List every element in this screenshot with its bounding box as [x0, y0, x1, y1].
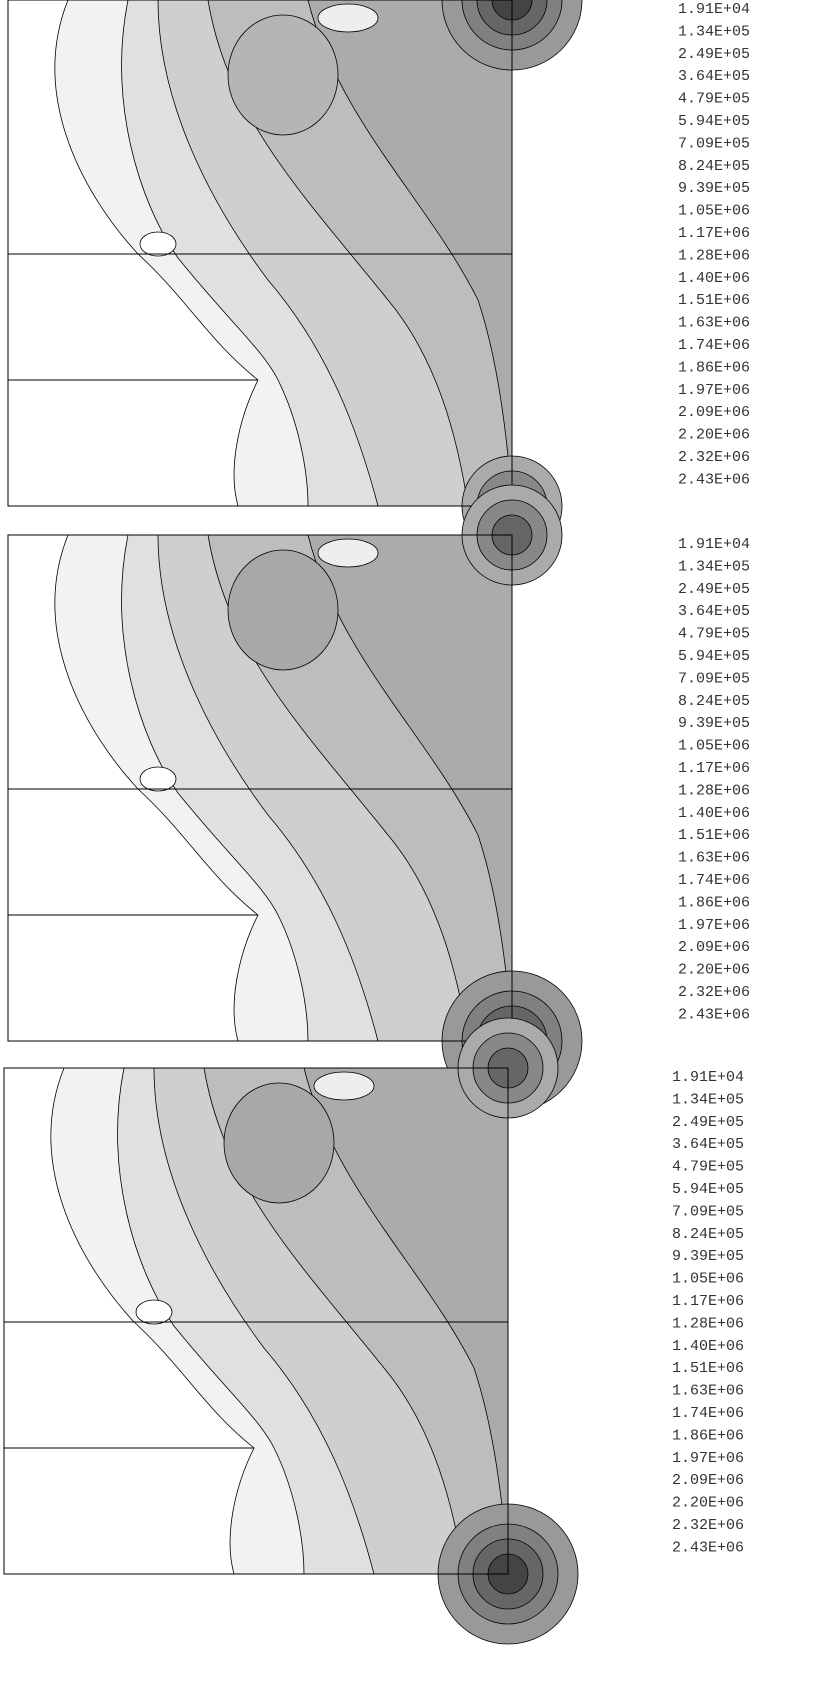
legend-label: 8.24E+05 [672, 1226, 744, 1243]
legend-label: 2.20E+06 [672, 1495, 744, 1512]
contour-region [228, 550, 338, 670]
legend-label: 2.43E+06 [678, 471, 750, 488]
legend-label: 3.64E+05 [672, 1136, 744, 1153]
contour-region [140, 767, 176, 791]
legend-label: 1.34E+05 [678, 23, 750, 40]
legend-label: 2.49E+05 [678, 46, 750, 63]
legend-label: 1.34E+05 [678, 558, 750, 575]
legend-label: 2.09E+06 [672, 1472, 744, 1489]
legend-label: 1.63E+06 [678, 850, 750, 867]
contour-region [318, 4, 378, 32]
contour-region [136, 1300, 172, 1324]
legend-label: 7.09E+05 [678, 135, 750, 152]
legend-label: 1.63E+06 [672, 1383, 744, 1400]
legend-label: 9.39E+05 [678, 180, 750, 197]
legend-label: 1.97E+06 [678, 382, 750, 399]
contour-region [140, 232, 176, 256]
legend-label: 2.32E+06 [678, 984, 750, 1001]
legend-label: 1.40E+06 [672, 1338, 744, 1355]
legend-label: 2.20E+06 [678, 427, 750, 444]
legend-label: 1.40E+06 [678, 805, 750, 822]
legend-label: 1.28E+06 [678, 247, 750, 264]
legend-label: 1.40E+06 [678, 270, 750, 287]
contour-region [318, 539, 378, 567]
legend-label: 2.43E+06 [672, 1539, 744, 1556]
contour-panel [8, 0, 582, 556]
legend-label: 1.86E+06 [678, 359, 750, 376]
legend-label: 3.64E+05 [678, 603, 750, 620]
legend-label: 1.91E+04 [672, 1069, 744, 1086]
legend-label: 8.24E+05 [678, 158, 750, 175]
legend-label: 2.32E+06 [672, 1517, 744, 1534]
legend-label: 2.32E+06 [678, 449, 750, 466]
legend-label: 8.24E+05 [678, 693, 750, 710]
legend-label: 9.39E+05 [672, 1248, 744, 1265]
cut-region [8, 915, 253, 1041]
legend-label: 1.91E+04 [678, 536, 750, 553]
contour-region [314, 1072, 374, 1100]
legend-label: 1.05E+06 [678, 203, 750, 220]
legend-label: 5.94E+05 [678, 648, 750, 665]
legend-label: 1.17E+06 [672, 1293, 744, 1310]
legend-label: 1.51E+06 [672, 1360, 744, 1377]
legend-label: 1.97E+06 [678, 917, 750, 934]
legend-label: 2.09E+06 [678, 404, 750, 421]
legend-label: 1.86E+06 [672, 1427, 744, 1444]
legend-label: 5.94E+05 [678, 113, 750, 130]
legend-label: 7.09E+05 [672, 1203, 744, 1220]
legend-label: 1.05E+06 [678, 738, 750, 755]
legend-label: 1.51E+06 [678, 827, 750, 844]
legend-label: 1.28E+06 [678, 782, 750, 799]
contour-panel [4, 1018, 578, 1644]
legend-label: 1.34E+05 [672, 1091, 744, 1108]
contour-region [224, 1083, 334, 1203]
legend-label: 4.79E+05 [678, 91, 750, 108]
legend-label: 1.63E+06 [678, 315, 750, 332]
legend-label: 1.17E+06 [678, 225, 750, 242]
legend-label: 1.05E+06 [672, 1271, 744, 1288]
legend-label: 1.51E+06 [678, 292, 750, 309]
legend-label: 1.74E+06 [672, 1405, 744, 1422]
legend-label: 4.79E+05 [672, 1159, 744, 1176]
contour-region [228, 15, 338, 135]
legend-label: 2.20E+06 [678, 962, 750, 979]
legend-label: 9.39E+05 [678, 715, 750, 732]
legend-label: 4.79E+05 [678, 626, 750, 643]
cut-region [8, 380, 253, 506]
legend-label: 2.43E+06 [678, 1006, 750, 1023]
legend-label: 1.86E+06 [678, 894, 750, 911]
legend-label: 5.94E+05 [672, 1181, 744, 1198]
legend-label: 1.97E+06 [672, 1450, 744, 1467]
figure: 1.91E+04 1.34E+05 2.49E+05 3.64E+05 4.79E+05… [0, 0, 829, 1692]
legend-label: 1.74E+06 [678, 337, 750, 354]
legend-label: 1.91E+04 [678, 1, 750, 18]
legend-label: 7.09E+05 [678, 670, 750, 687]
contour-panel [8, 485, 582, 1111]
legend-label: 1.28E+06 [672, 1315, 744, 1332]
legend-label: 3.64E+05 [678, 68, 750, 85]
legend-label: 1.74E+06 [678, 872, 750, 889]
legend-label: 2.49E+05 [672, 1114, 744, 1131]
legend-label: 1.17E+06 [678, 760, 750, 777]
legend-label: 2.09E+06 [678, 939, 750, 956]
legend-label: 2.49E+05 [678, 581, 750, 598]
